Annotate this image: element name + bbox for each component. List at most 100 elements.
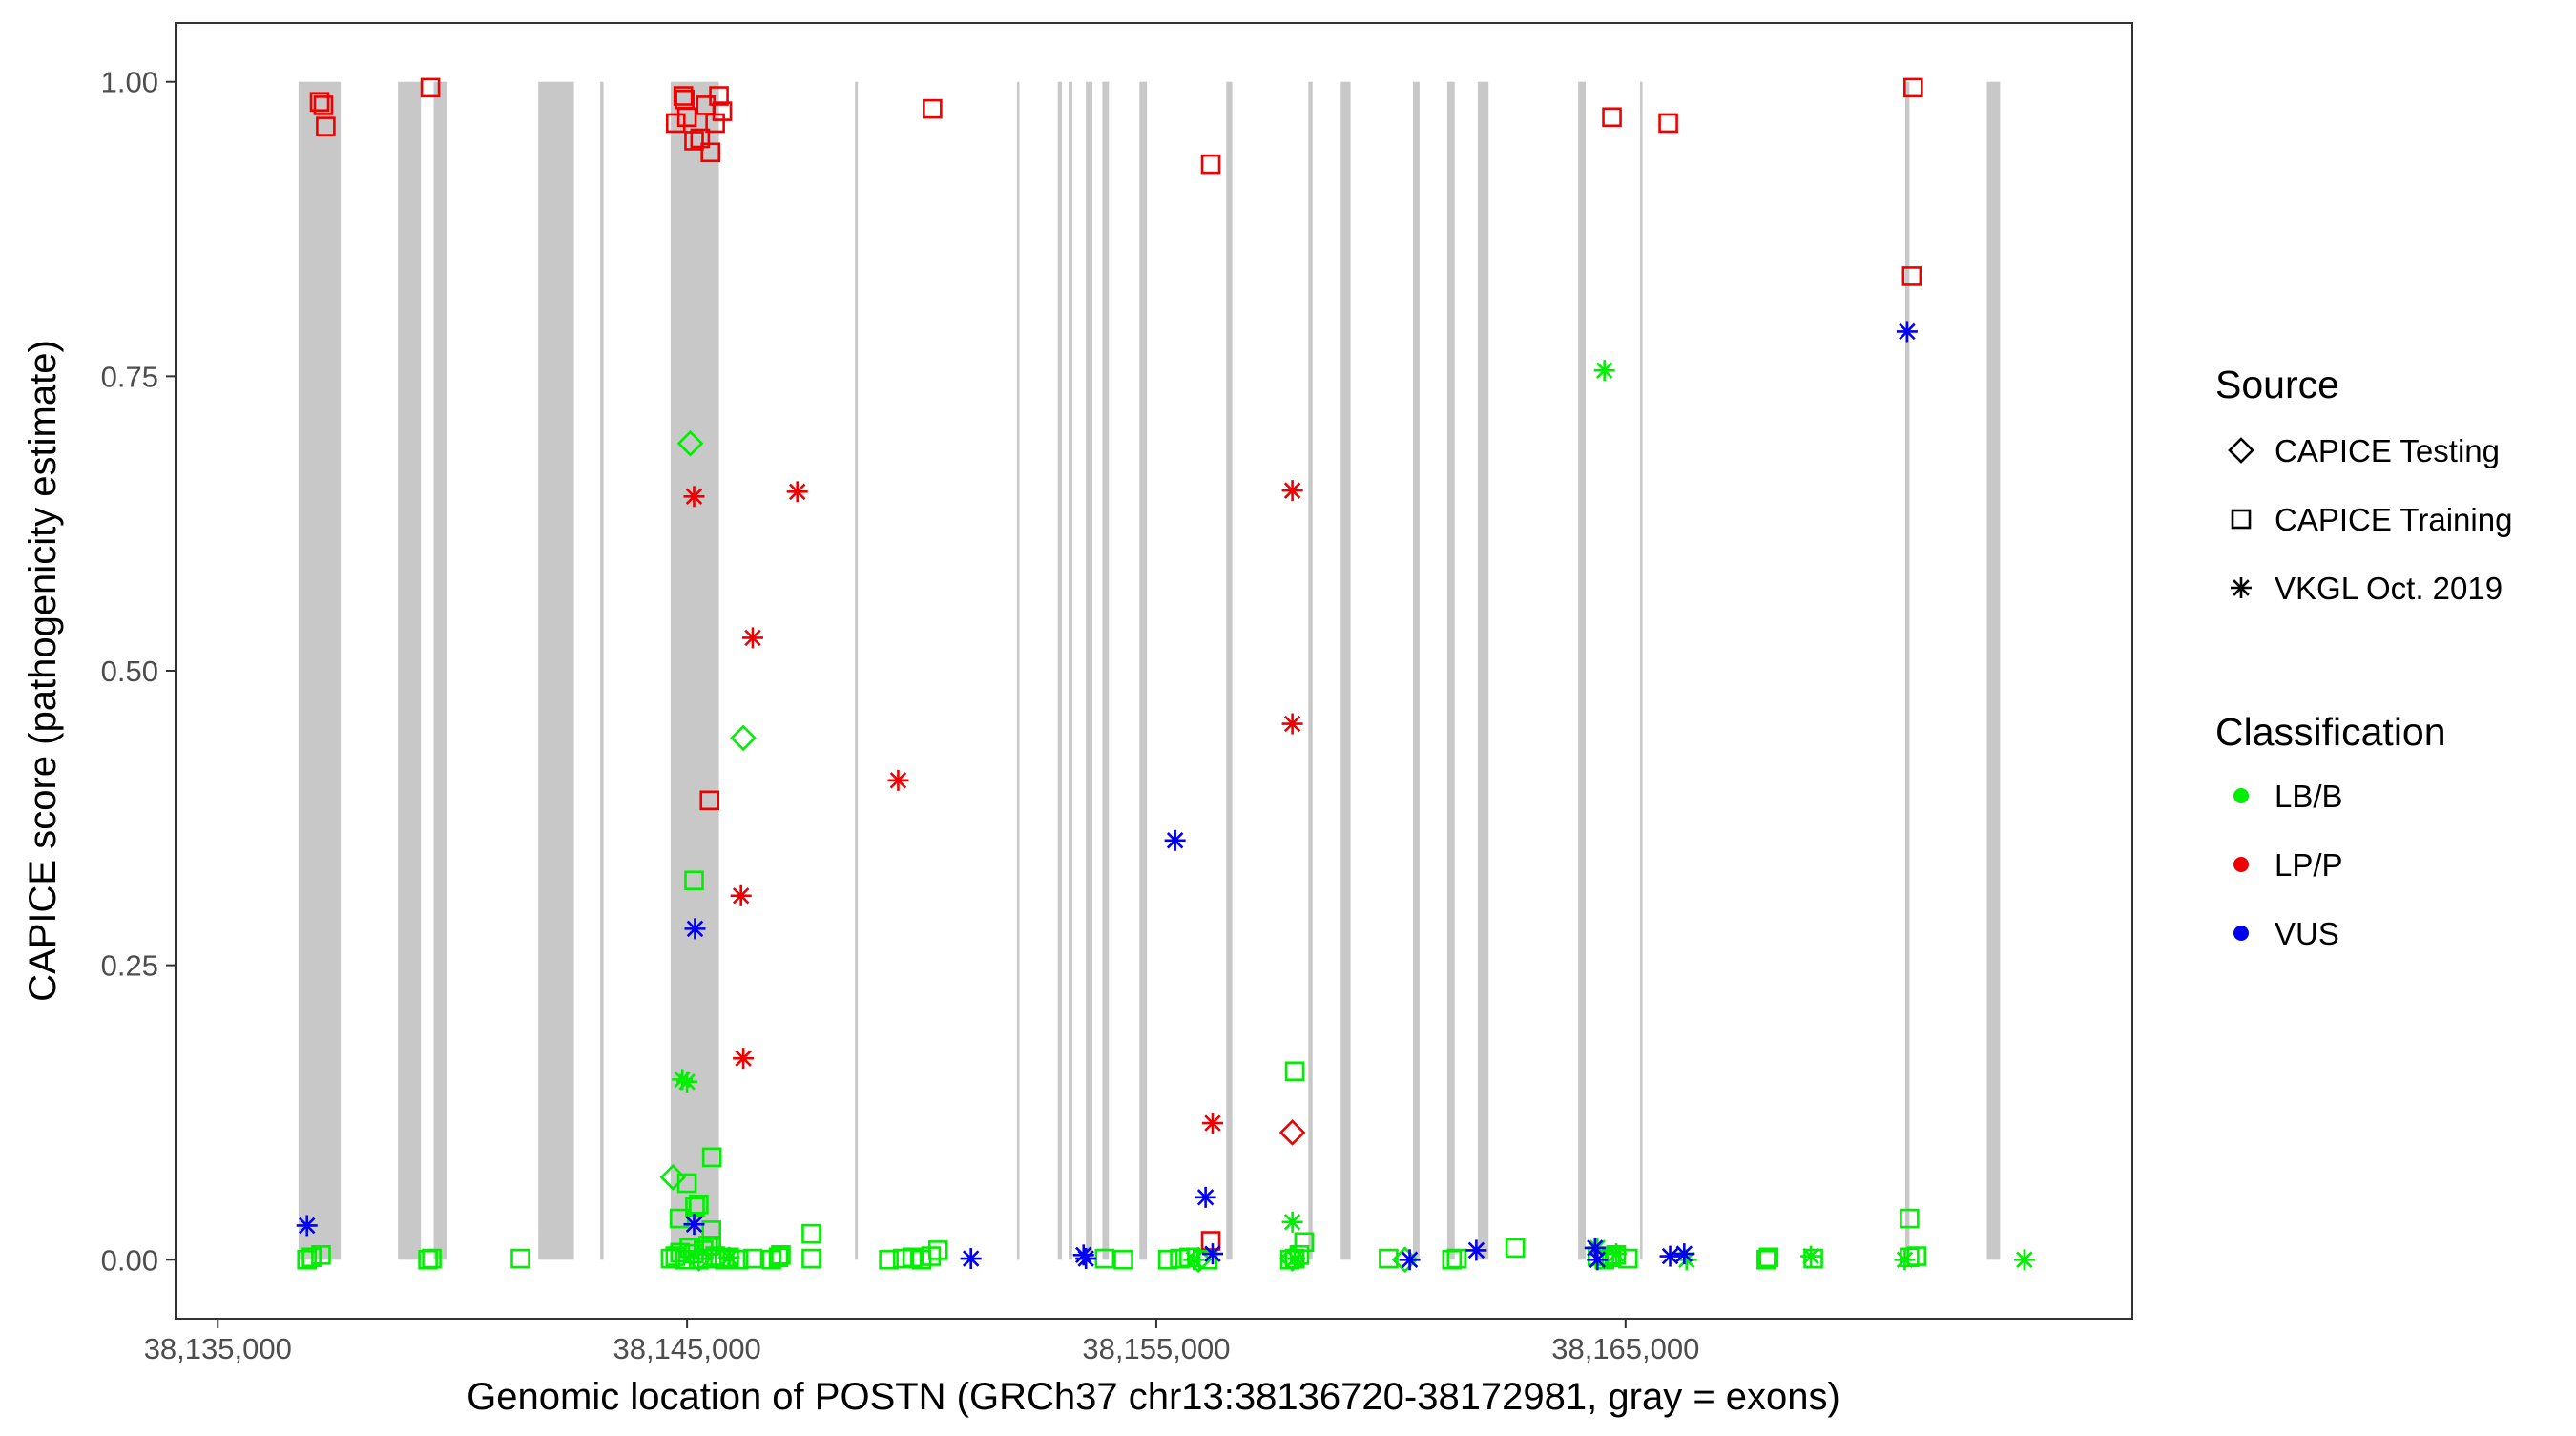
data-point-6-15 [1896, 321, 1918, 343]
data-point-0-3-shape [420, 77, 441, 98]
exon-band-8 [1016, 81, 1020, 1260]
data-point-1-31-shape [684, 870, 704, 891]
data-point-0-8-shape [684, 131, 704, 151]
data-point-1-51-shape [1284, 1061, 1305, 1082]
data-point-0-16 [923, 98, 943, 119]
exon-band-5 [600, 81, 604, 1260]
legend-source-key-2-stroke-3 [2233, 579, 2250, 596]
data-point-1-39 [921, 1246, 942, 1266]
data-point-0-0 [309, 92, 330, 113]
exon-band-16 [1340, 81, 1351, 1260]
data-point-1-66 [1900, 1208, 1920, 1229]
data-point-2-0-shape [676, 429, 704, 457]
legend-source-label-0: CAPICE Testing [2275, 433, 2500, 468]
data-point-1-0-shape [297, 1249, 318, 1270]
data-point-5-10 [1894, 1249, 1916, 1271]
exon-band-21 [1640, 81, 1643, 1260]
data-point-0-2-shape [316, 116, 336, 136]
data-point-1-23-shape [768, 1247, 789, 1268]
data-point-1-61 [1756, 1249, 1776, 1270]
data-point-5-3 [1183, 1249, 1205, 1271]
data-point-4-5-stroke-3 [889, 772, 907, 789]
data-point-1-5 [510, 1248, 530, 1269]
exon-band-7 [855, 81, 859, 1260]
data-point-6-6-stroke-3 [1166, 832, 1184, 849]
data-point-0-14-shape [705, 113, 725, 134]
exon-band-12 [1102, 81, 1110, 1260]
data-point-4-3 [730, 884, 752, 906]
data-point-1-52-shape [1379, 1248, 1399, 1269]
exon-band-15 [1308, 81, 1313, 1260]
data-point-1-50-shape [1294, 1232, 1315, 1253]
data-point-3-0-shape [1278, 1119, 1306, 1146]
data-point-1-35 [879, 1249, 899, 1270]
data-point-0-3 [420, 77, 441, 98]
data-point-6-0-stroke-3 [298, 1217, 316, 1235]
data-point-5-4 [1281, 1211, 1303, 1233]
legend-classification-items: LB/B LP/P VUS [2233, 779, 2343, 951]
data-point-6-5 [1075, 1248, 1097, 1270]
data-point-0-16-shape [923, 98, 943, 119]
data-point-6-3-stroke-3 [962, 1250, 980, 1267]
data-point-0-19-shape [1602, 107, 1622, 128]
data-point-5-9-stroke-3 [1802, 1247, 1819, 1265]
data-point-1-5-shape [510, 1248, 530, 1269]
data-point-1-51 [1284, 1061, 1305, 1082]
legend-source-key-1-shape [2231, 509, 2252, 530]
data-point-2-0 [676, 429, 704, 457]
data-point-4-0 [683, 486, 705, 508]
x-tick-label-3: 38,165,000 [1551, 1332, 1699, 1365]
data-point-0-22-shape [1901, 266, 1922, 286]
exon-band-18 [1446, 81, 1455, 1260]
data-point-1-4 [422, 1248, 442, 1269]
data-point-2-3 [685, 1245, 713, 1272]
data-point-6-9 [1399, 1249, 1421, 1271]
y-axis-title: CAPICE score (pathogenicity estimate) [22, 340, 64, 1002]
data-point-6-7-stroke-3 [1196, 1189, 1215, 1206]
data-point-1-25-shape [801, 1248, 821, 1269]
data-point-6-5-stroke-3 [1077, 1250, 1094, 1267]
data-point-4-7 [1281, 713, 1303, 735]
data-point-6-7 [1195, 1186, 1216, 1208]
legend-source-key-2 [2231, 577, 2252, 598]
data-point-1-21 [742, 1248, 763, 1269]
series-capice-testing-lp-p [1278, 1119, 1306, 1146]
data-point-1-25 [801, 1248, 821, 1269]
legend-class-label-1: LP/P [2275, 847, 2343, 883]
data-point-6-14 [1673, 1243, 1695, 1265]
data-point-1-21-shape [742, 1248, 763, 1269]
data-point-0-19 [1602, 107, 1622, 128]
data-point-0-5-shape [673, 86, 694, 106]
data-point-5-11-stroke-3 [2016, 1251, 2033, 1268]
data-point-1-35-shape [879, 1249, 899, 1270]
data-point-5-6 [1593, 360, 1615, 382]
data-point-5-7-stroke-3 [1608, 1245, 1625, 1262]
exon-band-17 [1412, 81, 1420, 1260]
plot-panel-background [176, 23, 2132, 1319]
data-point-6-12 [1587, 1249, 1609, 1271]
data-point-6-15-stroke-3 [1899, 323, 1916, 341]
data-point-5-5-stroke-3 [1286, 1250, 1303, 1267]
data-point-4-1 [786, 481, 808, 503]
legend-class-key-2 [2233, 926, 2249, 941]
data-point-0-8 [684, 131, 704, 151]
data-point-1-52 [1379, 1248, 1399, 1269]
exon-band-11 [1086, 81, 1093, 1260]
data-point-0-21 [1903, 77, 1923, 98]
data-point-0-13-shape [712, 101, 733, 121]
legend-classification-title: Classification [2215, 710, 2446, 754]
data-point-0-9 [690, 128, 711, 149]
data-point-1-24-shape [771, 1245, 791, 1265]
data-point-0-22 [1901, 266, 1922, 286]
legend-class-label-0: LB/B [2275, 779, 2343, 814]
data-point-2-2-shape [659, 1164, 687, 1191]
data-point-1-0 [297, 1249, 318, 1270]
series-vkgl-oct-2019-lp-p [683, 480, 1303, 1134]
exon-band-13 [1139, 81, 1148, 1260]
data-point-6-0 [296, 1215, 318, 1237]
exon-band-19 [1477, 81, 1489, 1260]
x-axis-title: Genomic location of POSTN (GRCh37 chr13:… [467, 1376, 1840, 1418]
data-point-6-3 [960, 1248, 982, 1270]
data-point-0-4-shape [666, 113, 686, 134]
